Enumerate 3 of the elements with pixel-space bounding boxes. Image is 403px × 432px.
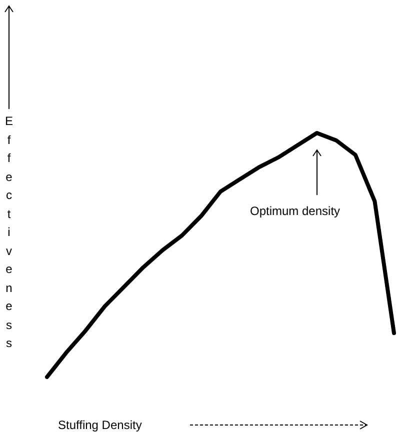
annotation: Optimum density	[250, 204, 340, 218]
x-axis-title: Stuffing Density	[58, 418, 142, 432]
text: Effectiveness	[4, 114, 13, 350]
